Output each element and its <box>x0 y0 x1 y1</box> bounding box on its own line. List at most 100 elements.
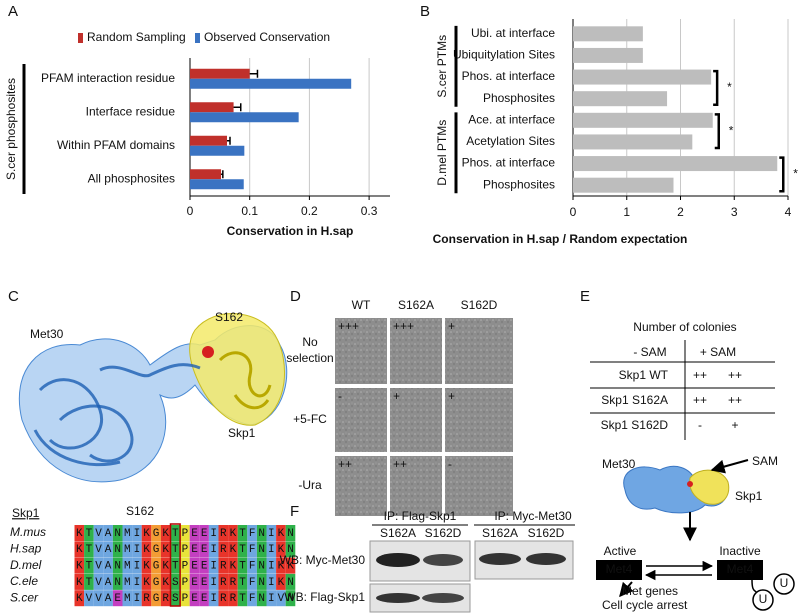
sequence: KTVANMIKGKTPEEIRKTFNIKN <box>76 544 297 556</box>
residue-color <box>141 541 152 558</box>
residue-color <box>151 557 161 574</box>
error-bar <box>221 170 224 179</box>
y-tick-label: Phosphosites <box>483 177 555 191</box>
column-header: WT <box>352 298 371 312</box>
residue-color <box>276 573 286 590</box>
species-label: S.cer <box>10 590 39 604</box>
residue-color <box>208 541 219 558</box>
residue-color <box>189 541 200 558</box>
plate-image <box>445 388 513 452</box>
site-highlight <box>169 523 181 607</box>
growth-score: +++ <box>338 319 359 333</box>
residue-color <box>151 573 161 590</box>
growth-score: - <box>448 457 452 471</box>
wb-label: WB: Flag-Skp1 <box>284 590 365 604</box>
residue-color <box>189 590 200 607</box>
residue-color <box>93 525 104 541</box>
residue-color <box>285 525 296 541</box>
residue-color <box>237 525 248 541</box>
plate-image <box>335 456 387 516</box>
bar <box>190 68 250 79</box>
residue-color <box>132 525 142 541</box>
blot-band <box>422 593 464 603</box>
pathway-outcome: Met genes <box>622 584 678 598</box>
significance-bracket <box>779 156 785 193</box>
table-title: Number of colonies <box>633 320 736 334</box>
bar <box>190 112 299 123</box>
table-cell: + <box>731 418 738 432</box>
x-tick-label: 2 <box>677 205 684 219</box>
residue-color <box>84 541 94 558</box>
plate-image <box>390 388 442 452</box>
blot-band <box>479 553 521 565</box>
legend-label: Random Sampling <box>87 30 186 44</box>
growth-score: + <box>448 389 455 403</box>
residue-color <box>122 541 133 558</box>
x-tick-label: 0 <box>187 204 194 218</box>
residue-color <box>160 557 171 574</box>
residue-color <box>228 525 238 541</box>
residue-color <box>141 557 152 574</box>
residue-color <box>285 557 296 574</box>
row-label: selection <box>286 351 333 365</box>
wb-label: WB: Myc-Met30 <box>280 553 366 567</box>
pathway-label: SAM <box>752 454 778 468</box>
x-tick-label: 3 <box>731 205 738 219</box>
bar <box>573 47 643 63</box>
alignment-site: S162 <box>126 504 154 518</box>
blot-band <box>376 553 420 567</box>
residue-color <box>218 590 229 607</box>
residue-color <box>218 557 229 574</box>
residue-color <box>74 557 85 574</box>
growth-score: - <box>338 389 342 403</box>
table-cell: - <box>698 418 702 432</box>
table-cell: ++ <box>728 393 742 407</box>
sequence: KTVANMIKGKTPEEIRKTFNIKK <box>76 561 297 573</box>
residue-color <box>208 525 219 541</box>
residue-color <box>170 541 181 558</box>
x-tick-label: 4 <box>785 205 792 219</box>
residue-color <box>228 541 238 558</box>
residue-color <box>170 557 181 574</box>
y-tick-label: Phosphosites <box>483 91 555 105</box>
y-tick-label: Acetylation Sites <box>466 134 555 148</box>
table-row-label: Skp1 WT <box>619 368 669 382</box>
sequence: KTVANMIKGKTPEEIRKTFNIKN <box>76 528 297 540</box>
residue-color <box>103 557 113 574</box>
y-tick-label: Ubiquitylation Sites <box>453 48 555 62</box>
residue-color <box>160 590 171 607</box>
residue-color <box>132 590 142 607</box>
y-tick-label: Ace. at interface <box>468 112 555 126</box>
residue-color <box>256 525 267 541</box>
residue-color <box>247 525 257 541</box>
residue-color <box>141 590 152 607</box>
residue-color <box>276 541 286 558</box>
residue-color <box>237 541 248 558</box>
residue-color <box>208 557 219 574</box>
residue-color <box>122 525 133 541</box>
error-bar <box>249 69 259 78</box>
protein-structure <box>18 313 288 483</box>
table-column: + SAM <box>700 345 736 359</box>
residue-color <box>276 557 286 574</box>
residue-color <box>84 525 94 541</box>
residue-color <box>103 525 113 541</box>
residue-color <box>103 541 113 558</box>
panel-label: C <box>8 288 19 305</box>
residue-color <box>256 541 267 558</box>
residue-color <box>84 557 94 574</box>
residue-color <box>208 590 219 607</box>
ubiquitin <box>773 573 795 595</box>
residue-color <box>256 573 267 590</box>
significance-bracket <box>713 69 719 106</box>
panel-label: A <box>8 3 18 20</box>
residue-color <box>180 557 190 574</box>
residue-color <box>103 590 113 607</box>
residue-color <box>151 590 161 607</box>
plate-image <box>390 318 442 384</box>
residue-color <box>112 557 123 574</box>
lane-label: S162D <box>425 526 462 540</box>
panel-label: E <box>580 288 590 305</box>
residue-color <box>84 573 94 590</box>
lane-label: S162A <box>482 526 518 540</box>
